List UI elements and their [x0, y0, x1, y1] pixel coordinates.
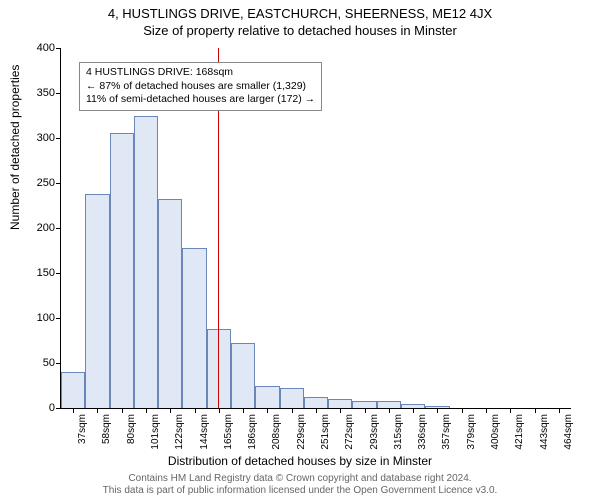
x-tick-mark [340, 408, 341, 413]
y-tick-label: 400 [25, 42, 55, 54]
annotation-line: ← 87% of detached houses are smaller (1,… [86, 80, 315, 94]
annotation-box: 4 HUSTLINGS DRIVE: 168sqm← 87% of detach… [79, 62, 322, 111]
footer-line-2: This data is part of public information … [0, 485, 600, 497]
x-tick-mark [146, 408, 147, 413]
x-tick-mark [97, 408, 98, 413]
plot-region: 05010015020025030035040037sqm58sqm80sqm1… [60, 48, 571, 409]
histogram-bar [158, 199, 182, 408]
x-axis-label: Distribution of detached houses by size … [0, 454, 600, 468]
y-tick-label: 250 [25, 177, 55, 189]
x-tick-mark [170, 408, 171, 413]
y-axis-label: Number of detached properties [8, 65, 22, 230]
histogram-bar [61, 372, 85, 408]
x-tick-mark [437, 408, 438, 413]
y-tick-mark [56, 408, 61, 409]
x-tick-mark [535, 408, 536, 413]
x-tick-mark [413, 408, 414, 413]
histogram-bar [207, 329, 231, 408]
y-tick-mark [56, 183, 61, 184]
footer-attribution: Contains HM Land Registry data © Crown c… [0, 473, 600, 497]
y-tick-mark [56, 273, 61, 274]
y-tick-mark [56, 138, 61, 139]
y-tick-mark [56, 93, 61, 94]
histogram-bar [255, 386, 279, 409]
histogram-bar [134, 116, 158, 408]
histogram-bar [231, 343, 255, 408]
histogram-bar [182, 248, 206, 408]
title-line-2: Size of property relative to detached ho… [0, 21, 600, 38]
histogram-bar [85, 194, 109, 408]
title-line-1: 4, HUSTLINGS DRIVE, EASTCHURCH, SHEERNES… [0, 0, 600, 21]
x-tick-mark [122, 408, 123, 413]
x-tick-mark [292, 408, 293, 413]
x-tick-mark [195, 408, 196, 413]
x-tick-mark [462, 408, 463, 413]
x-tick-mark [486, 408, 487, 413]
y-tick-label: 300 [25, 132, 55, 144]
histogram-bar [352, 401, 376, 408]
y-tick-mark [56, 363, 61, 364]
y-tick-label: 150 [25, 267, 55, 279]
y-tick-label: 200 [25, 222, 55, 234]
x-tick-mark [243, 408, 244, 413]
annotation-line: 11% of semi-detached houses are larger (… [86, 93, 315, 107]
y-tick-mark [56, 318, 61, 319]
annotation-line: 4 HUSTLINGS DRIVE: 168sqm [86, 66, 315, 80]
x-tick-mark [365, 408, 366, 413]
y-tick-label: 100 [25, 312, 55, 324]
chart-area: 05010015020025030035040037sqm58sqm80sqm1… [60, 48, 570, 408]
histogram-bar [328, 399, 352, 408]
y-tick-label: 350 [25, 87, 55, 99]
x-tick-mark [389, 408, 390, 413]
histogram-bar [110, 133, 134, 408]
histogram-bar [304, 397, 328, 408]
histogram-bar [280, 388, 304, 408]
y-tick-label: 50 [25, 357, 55, 369]
footer-line-1: Contains HM Land Registry data © Crown c… [0, 473, 600, 485]
histogram-bar [377, 401, 401, 408]
x-tick-mark [73, 408, 74, 413]
y-tick-label: 0 [25, 402, 55, 414]
x-tick-mark [559, 408, 560, 413]
x-tick-mark [316, 408, 317, 413]
x-tick-mark [267, 408, 268, 413]
x-tick-mark [219, 408, 220, 413]
x-tick-mark [510, 408, 511, 413]
y-tick-mark [56, 48, 61, 49]
chart-container: 4, HUSTLINGS DRIVE, EASTCHURCH, SHEERNES… [0, 0, 600, 500]
y-tick-mark [56, 228, 61, 229]
